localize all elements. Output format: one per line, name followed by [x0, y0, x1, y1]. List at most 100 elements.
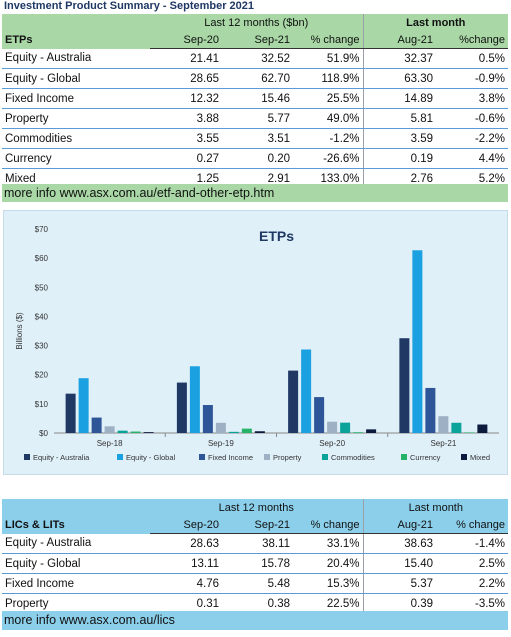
- bar: [477, 424, 488, 433]
- lic-col-header: % change: [293, 516, 364, 534]
- y-tick-label: $40: [35, 312, 49, 321]
- row-label: Fixed Income: [2, 88, 150, 109]
- row-label: Currency: [2, 148, 150, 169]
- bar: [301, 349, 312, 433]
- table-row: Equity - Australia 21.41 32.52 51.9% 32.37 0.…: [2, 48, 509, 69]
- etp-col-header: Sep-21: [222, 31, 293, 49]
- cell-value: 2.2%: [436, 573, 509, 594]
- lic-group-lastmonth: Last month: [362, 499, 509, 516]
- cell-value: 4.4%: [436, 148, 509, 169]
- cell-value: 25.5%: [293, 88, 364, 109]
- page-title: Investment Product Summary - September 2…: [4, 0, 255, 12]
- cell-value: 5.81: [362, 108, 437, 129]
- bar: [353, 432, 364, 433]
- cell-value: 20.4%: [293, 553, 364, 574]
- legend-label: Currency: [410, 453, 441, 462]
- bar: [340, 422, 351, 433]
- bar: [176, 382, 187, 433]
- bar: [241, 428, 252, 433]
- etp-column-header-row: ETPs Sep-20 Sep-21 % change Aug-21 %chan…: [2, 31, 509, 49]
- bar: [288, 370, 299, 433]
- etp-more-info-link[interactable]: more info www.asx.com.au/etf-and-other-e…: [2, 184, 508, 202]
- legend-label: Commodities: [331, 453, 375, 462]
- cell-value: 14.89: [362, 88, 437, 109]
- cell-value: 0.19: [362, 148, 437, 169]
- bar: [78, 378, 89, 433]
- cell-value: 13.11: [150, 553, 222, 574]
- cell-value: 15.40: [362, 553, 437, 574]
- cell-value: 5.37: [362, 573, 437, 594]
- table-row: Fixed Income 12.32 15.46 25.5% 14.89 3.8%: [2, 88, 509, 109]
- cell-value: 3.59: [362, 128, 437, 149]
- lic-more-info-link[interactable]: more info www.asx.com.au/lics: [2, 611, 508, 630]
- bar: [228, 431, 239, 433]
- legend-label: Mixed: [470, 453, 490, 462]
- etp-group-last12: Last 12 months ($bn): [204, 16, 309, 29]
- bar: [327, 421, 338, 433]
- cell-value: 32.52: [222, 48, 293, 69]
- bar: [65, 393, 76, 433]
- cell-value: 15.3%: [293, 573, 364, 594]
- bar: [189, 366, 200, 433]
- cell-value: 38.63: [362, 533, 437, 554]
- cell-value: -0.6%: [436, 108, 509, 129]
- row-label: Equity - Global: [2, 553, 150, 574]
- legend-label: Equity - Global: [126, 453, 176, 462]
- lic-col-header: Sep-21: [222, 516, 293, 534]
- lic-section-label: LICs & LITs: [5, 518, 65, 531]
- x-tick-label: Sep-21: [430, 439, 456, 448]
- cell-value: 15.78: [222, 553, 293, 574]
- x-tick-label: Sep-18: [97, 439, 123, 448]
- bar: [399, 338, 410, 433]
- legend-swatch: [461, 454, 467, 460]
- cell-value: 28.65: [150, 68, 222, 89]
- x-tick-label: Sep-19: [208, 439, 234, 448]
- legend-label: Equity - Australia: [33, 453, 90, 462]
- y-tick-label: $30: [35, 342, 49, 351]
- cell-value: 49.0%: [293, 108, 364, 129]
- legend-label: Fixed Income: [208, 453, 253, 462]
- cell-value: 33.1%: [293, 533, 364, 554]
- bar: [366, 429, 377, 433]
- cell-value: 12.32: [150, 88, 222, 109]
- etp-chart: ETPs $0 $10 $20 $30 $40 $50 $60 $70 Billions ($) S…: [3, 210, 508, 475]
- cell-value: 32.37: [362, 48, 437, 69]
- legend-swatch: [24, 454, 30, 460]
- x-tick-label: Sep-20: [319, 439, 345, 448]
- bar: [425, 387, 436, 433]
- cell-value: 3.8%: [436, 88, 509, 109]
- y-tick-label: $50: [35, 283, 49, 292]
- y-axis-label: Billions ($): [15, 312, 24, 350]
- bar: [130, 431, 141, 433]
- cell-value: 3.51: [222, 128, 293, 149]
- row-label: Fixed Income: [2, 573, 150, 594]
- legend-swatch: [199, 454, 205, 460]
- bar: [143, 432, 154, 433]
- etp-group-header-row: Last 12 months ($bn) Last month: [2, 14, 509, 31]
- bar: [412, 250, 423, 433]
- table-row: Property 0.31 0.38 22.5% 0.39 -3.5%: [2, 593, 509, 614]
- legend-swatch: [322, 454, 328, 460]
- table-row: Equity - Australia 28.63 38.11 33.1% 38.63 -1…: [2, 533, 509, 554]
- etp-table: Last 12 months ($bn) Last month ETPs Sep…: [2, 14, 509, 189]
- row-label: Property: [2, 108, 150, 129]
- cell-value: 0.20: [222, 148, 293, 169]
- etp-col-header: Sep-20: [150, 31, 222, 49]
- etp-col-header: %change: [436, 31, 509, 49]
- cell-value: -0.9%: [436, 68, 509, 89]
- cell-value: -2.2%: [436, 128, 509, 149]
- lic-col-header: Sep-20: [150, 516, 222, 534]
- cell-value: 28.63: [150, 533, 222, 554]
- cell-value: 0.5%: [436, 48, 509, 69]
- etp-col-header: % change: [293, 31, 364, 49]
- y-tick-label: $0: [39, 429, 48, 438]
- y-tick-label: $10: [35, 400, 49, 409]
- cell-value: 38.11: [222, 533, 293, 554]
- bar: [202, 405, 213, 433]
- cell-value: 62.70: [222, 68, 293, 89]
- lic-column-header-row: LICs & LITs Sep-20 Sep-21 % change Aug-2…: [2, 516, 509, 534]
- cell-value: -1.2%: [293, 128, 364, 149]
- bar: [104, 426, 115, 433]
- cell-value: 118.9%: [293, 68, 364, 89]
- bar: [91, 417, 102, 433]
